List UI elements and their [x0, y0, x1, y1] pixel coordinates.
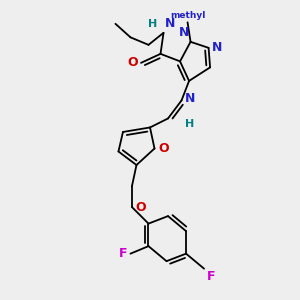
Text: N: N — [184, 92, 195, 105]
Text: O: O — [128, 56, 138, 69]
Text: N: N — [212, 41, 222, 54]
Text: N: N — [179, 26, 189, 39]
Text: H: H — [148, 19, 157, 29]
Text: N: N — [165, 17, 175, 30]
Text: H: H — [184, 119, 194, 130]
Text: F: F — [119, 247, 128, 260]
Text: methyl: methyl — [170, 11, 205, 20]
Text: O: O — [158, 142, 169, 155]
Text: O: O — [136, 201, 146, 214]
Text: F: F — [207, 270, 216, 283]
